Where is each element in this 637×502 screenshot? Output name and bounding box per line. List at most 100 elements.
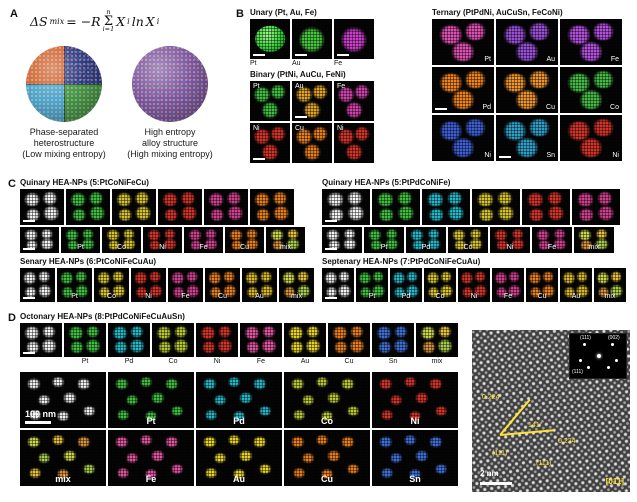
eq-sigma-sub: i=1 xyxy=(102,24,115,33)
eds-map-tile: Cu xyxy=(205,268,240,302)
tile-item: Cu xyxy=(284,430,370,486)
eq-sigma: n Σ i=1 xyxy=(102,9,115,33)
tile-item xyxy=(322,227,362,253)
tile-label: Cu xyxy=(295,125,304,132)
eds-map-tile: Au xyxy=(560,268,592,302)
eds-map-tile: Pd xyxy=(390,268,422,302)
tile-label: Pd xyxy=(482,104,491,111)
plane-label-2: (111) xyxy=(536,460,552,467)
eds-map-tile: Au xyxy=(196,430,282,486)
fft-spot xyxy=(615,359,618,362)
tile-item: Au xyxy=(292,19,332,68)
eds-map-tile xyxy=(64,323,106,357)
fft-spot xyxy=(607,366,610,369)
eds-map-tile xyxy=(328,323,370,357)
tile-label: Pt xyxy=(77,244,84,251)
tile-item: Au xyxy=(242,268,277,302)
eds-map-tile: Pt xyxy=(364,227,404,253)
unary-title: Unary (Pt, Au, Fe) xyxy=(250,8,317,17)
tile-item: Au xyxy=(560,268,592,302)
tile-label: mix xyxy=(55,474,71,484)
tile-item: Pt xyxy=(250,19,290,68)
eds-map-tile: Pd xyxy=(432,67,494,113)
tile-item: Ni xyxy=(143,227,182,253)
eq-sigma-symbol: Σ xyxy=(103,13,114,29)
ternary-tile-strip-row2: Pd Cu Co xyxy=(432,67,622,113)
eds-map-tile: Co xyxy=(448,227,488,253)
tile-label: Ni xyxy=(484,152,491,159)
tile-label: Pt xyxy=(146,416,156,426)
tile-label: Co xyxy=(321,416,333,426)
scale-bar xyxy=(337,54,349,56)
tile-item: Ni xyxy=(196,323,238,366)
haadf-tile xyxy=(20,323,62,357)
eds-map-tile xyxy=(422,189,470,225)
tile-item xyxy=(250,189,294,225)
fft-plane-label: (111) xyxy=(572,369,583,375)
tile-label: Ni xyxy=(470,293,478,300)
mix-map-tile: mix xyxy=(20,430,106,486)
fft-spot xyxy=(583,343,586,346)
eds-map-tile: Ni xyxy=(131,268,166,302)
tile-item: Co xyxy=(560,67,622,113)
eds-map-tile xyxy=(372,189,420,225)
senary-title: Senary HEA-NPs (6:PtCoNiFeCuAu) xyxy=(20,257,157,266)
eds-map-tile: Co xyxy=(102,227,141,253)
tile-item: Cu xyxy=(328,323,370,366)
tile-item: Pd xyxy=(432,67,494,113)
tile-item: Pt xyxy=(61,227,100,253)
tile-item: Pt xyxy=(108,372,194,428)
septenary-title: Septenary HEA-NPs (7:PtPdCoNiFeCuAu) xyxy=(322,257,481,266)
fft-spot xyxy=(597,354,601,358)
zone-axis-label: [011] xyxy=(605,477,624,486)
tile-item: Ni xyxy=(432,115,494,161)
scale-bar xyxy=(435,108,447,110)
eds-map-tile xyxy=(152,323,194,357)
tile-label: Fe xyxy=(145,474,157,484)
tile-label: mix xyxy=(588,244,600,251)
tile-label: Sn xyxy=(546,152,555,159)
tile-label: Cu xyxy=(546,104,555,111)
tile-label: Ni xyxy=(253,125,260,132)
eds-map-tile: Ni xyxy=(458,268,490,302)
tile-item xyxy=(472,189,520,225)
tile-label: Sn xyxy=(388,358,398,365)
phase-separated-sphere xyxy=(26,46,102,122)
tile-label: Ni xyxy=(506,244,514,251)
plane-label-1: (111) xyxy=(492,450,508,457)
tile-item: Pt xyxy=(356,268,388,302)
quinary-right-labeled-strip: Pt Pd Co Ni Fe mix xyxy=(322,227,614,253)
tile-label: Cu xyxy=(218,293,227,300)
tile-label: Pd xyxy=(124,358,134,365)
tile-item: Co xyxy=(102,227,141,253)
tile-item: Pt xyxy=(57,268,92,302)
tile-label: Co xyxy=(610,104,619,111)
eds-map-tile: Pd xyxy=(196,372,282,428)
tile-item: Co xyxy=(424,268,456,302)
panel-c-label: C xyxy=(8,178,16,190)
eds-map-tile xyxy=(196,323,238,357)
tile-item xyxy=(522,189,570,225)
tile-label: Au xyxy=(233,474,245,484)
tile-item: Fe xyxy=(334,19,374,68)
hrtem-scale-label: 2 nm xyxy=(480,469,499,478)
tile-item: Fe xyxy=(240,323,282,366)
eds-map-tile: Pt xyxy=(432,19,494,65)
octonary-title: Octonary HEA-NPs (8:PtPdCoNiFeCuAuSn) xyxy=(20,312,185,321)
tile-item: Ni xyxy=(372,372,458,428)
tile-item: Pt xyxy=(364,227,404,253)
hrtem-image: (111) (002) (111) 0.224 141° 0.224 (111)… xyxy=(472,330,630,492)
scale-bar xyxy=(253,158,265,160)
tile-item: Pd xyxy=(406,227,446,253)
eds-map-tile: Ni xyxy=(334,123,374,163)
eds-map-tile: Pd xyxy=(406,227,446,253)
tile-item: Fe xyxy=(334,81,374,121)
tile-label: Au xyxy=(546,56,555,63)
tile-item: Fe xyxy=(184,227,223,253)
tile-item: Fe xyxy=(108,430,194,486)
tile-item xyxy=(20,323,62,366)
eds-map-tile: Fe xyxy=(184,227,223,253)
high-entropy-caption: High entropy alloy structure (High mixin… xyxy=(127,127,213,159)
